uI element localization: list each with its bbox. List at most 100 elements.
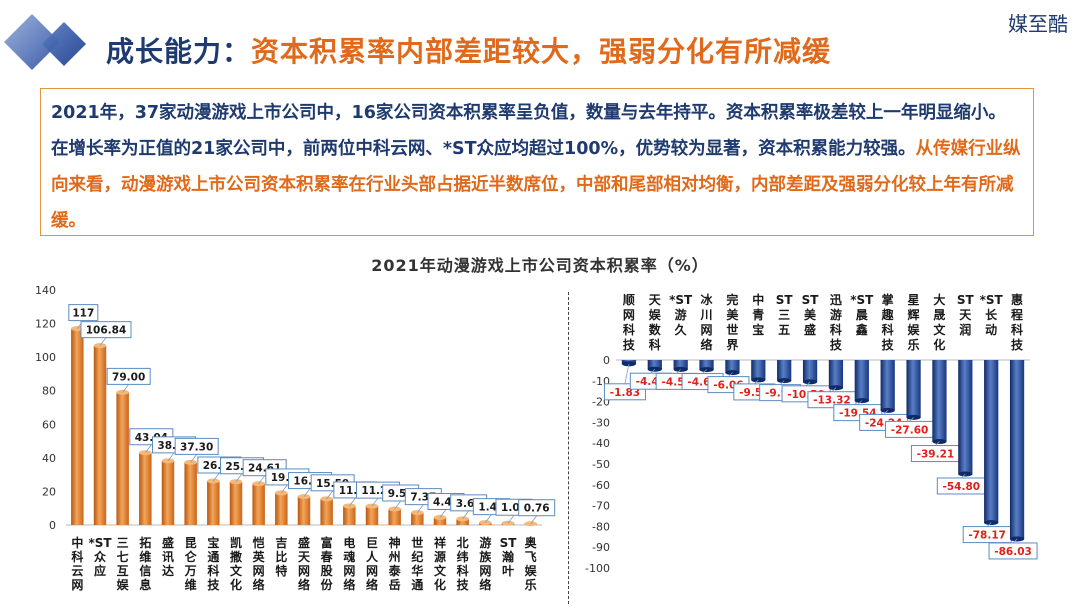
label-leader — [831, 387, 837, 392]
label-leader — [371, 497, 379, 507]
bar — [854, 360, 869, 401]
y-tick-label: -60 — [592, 479, 610, 492]
bar — [184, 462, 197, 525]
label-leader — [349, 497, 356, 507]
summary-highlight: 从传媒行业纵向来看，动漫游戏上市公司资本积累率在行业头部占据近半数席位，中部和尾… — [51, 139, 1021, 231]
bar-bottom — [1009, 536, 1025, 542]
bar-bottom — [854, 398, 869, 404]
category-label: 三七互娱 — [117, 536, 130, 592]
value-label: 106.84 — [86, 325, 127, 337]
y-tick-label: 60 — [42, 418, 56, 431]
y-tick-label: -80 — [592, 520, 610, 533]
bar — [777, 360, 792, 381]
label-leader — [167, 452, 175, 462]
category-label: 盛讯达 — [162, 535, 174, 578]
value-label: 37.30 — [180, 441, 213, 453]
category-label: 游族网络 — [479, 535, 492, 592]
title-lead: 成长能力 — [106, 35, 223, 68]
y-tick-label: -100 — [585, 562, 610, 575]
bar — [252, 483, 265, 525]
y-tick-label: -30 — [592, 416, 610, 429]
chart-divider — [568, 292, 569, 604]
y-tick-label: 120 — [35, 318, 56, 331]
bar — [984, 360, 999, 523]
y-tick-label: -90 — [592, 541, 610, 554]
bar-top — [252, 481, 265, 487]
label-leader — [326, 490, 333, 500]
bar — [320, 498, 333, 525]
bar-bottom — [673, 366, 688, 372]
bar — [207, 480, 220, 525]
bar-top — [524, 521, 537, 527]
label-leader — [702, 369, 707, 374]
bar — [297, 496, 311, 525]
category-label: 凯撒文化 — [230, 535, 243, 592]
y-tick-label: -50 — [592, 458, 610, 471]
bar — [71, 328, 84, 525]
value-label: -1.83 — [610, 387, 640, 399]
bar-top — [388, 506, 401, 512]
label-leader — [857, 400, 863, 405]
category-label: 恺英网络 — [253, 535, 266, 592]
y-tick-label: 0 — [603, 354, 610, 367]
category-label: 宝通科技 — [207, 535, 220, 592]
value-label-box — [174, 437, 219, 455]
category-label: 吉比特 — [275, 535, 287, 578]
category-label: ST 三五 — [776, 293, 794, 337]
y-tick-label: 0 — [49, 519, 56, 532]
value-label: -27.60 — [891, 424, 929, 436]
y-tick-label: -70 — [592, 500, 610, 513]
chart-title: 2021年动漫游戏上市公司资本积累率（%） — [371, 256, 709, 275]
bar — [880, 360, 895, 411]
label-leader — [439, 509, 447, 518]
bar-top — [456, 516, 469, 522]
category-label: 神州泰岳 — [388, 535, 402, 592]
label-leader — [99, 337, 107, 346]
bar — [699, 360, 714, 370]
y-tick-label: 40 — [42, 452, 56, 465]
category-label: 掌趣科技 — [881, 292, 895, 352]
value-label: -54.80 — [943, 481, 981, 493]
category-label: 星辉娱乐 — [908, 293, 921, 352]
category-label: 巨人网络 — [366, 536, 379, 592]
category-label: 迅游科技 — [830, 293, 843, 352]
category-label: 惠程科技 — [1011, 292, 1024, 352]
bar — [139, 452, 152, 525]
bar — [433, 517, 447, 525]
label-leader — [303, 488, 311, 497]
value-label-box — [68, 304, 99, 322]
value-label: 0.76 — [524, 503, 550, 515]
category-label: 冰川网络 — [700, 292, 714, 352]
bar — [828, 360, 844, 388]
value-label: -39.21 — [917, 449, 955, 461]
label-leader — [122, 384, 129, 393]
bar — [1009, 360, 1025, 539]
label-leader — [190, 454, 197, 463]
positive-bar-chart: 0 20 40 60 80 100 120 140 117 中科云网 106.84 *ST 众应 79.0… — [35, 284, 556, 592]
value-label: -13.32 — [813, 395, 851, 407]
bar-bottom — [751, 377, 766, 383]
category-label: *ST 晨鑫 — [850, 293, 874, 337]
bar-top — [184, 459, 197, 465]
bar — [411, 512, 424, 525]
category-label: 富春股份 — [320, 535, 334, 592]
y-tick-label: 20 — [42, 485, 56, 498]
category-label: 完美世界 — [726, 292, 739, 352]
value-label: -78.17 — [968, 530, 1006, 542]
category-label: ST 天润 — [957, 293, 975, 337]
page-title: 成长能力：资本积累率内部差距较大，强弱分化有所减缓 — [106, 30, 831, 70]
label-leader — [417, 504, 424, 513]
label-leader — [883, 410, 888, 415]
category-label: ST 瀚叶 — [500, 536, 518, 578]
title-main: 资本积累率内部差距较大，强弱分化有所减缓 — [251, 35, 832, 68]
title-separator: ： — [222, 35, 252, 68]
label-leader — [624, 363, 630, 384]
value-label-box — [518, 499, 556, 517]
bar-bottom — [906, 414, 921, 420]
category-label: 大晟文化 — [933, 292, 946, 352]
label-leader — [986, 522, 992, 527]
category-label: 昆仑万维 — [184, 536, 198, 592]
bar-top — [365, 503, 379, 509]
label-leader — [530, 515, 537, 524]
label-leader — [676, 369, 681, 374]
